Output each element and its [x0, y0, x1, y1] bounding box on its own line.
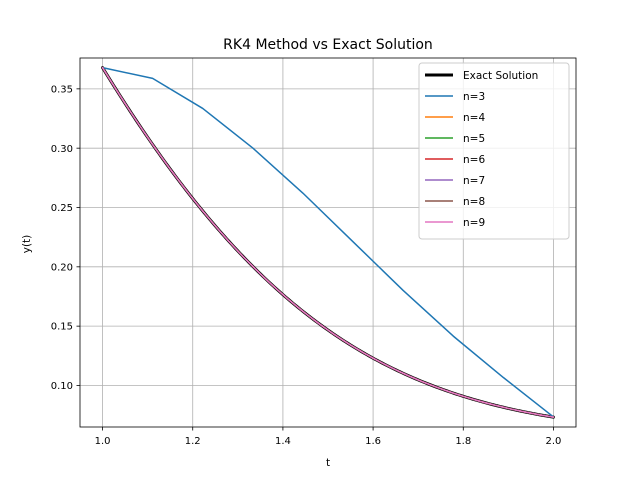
y-tick-label: 0.20 — [51, 262, 73, 273]
x-tick-label: 1.6 — [365, 436, 381, 447]
series-lines — [101, 66, 555, 419]
y-tick-label: 0.30 — [51, 144, 73, 155]
y-tick-label: 0.15 — [51, 322, 73, 333]
legend-label: n=3 — [463, 91, 485, 103]
y-tick-label: 0.10 — [51, 381, 73, 392]
series-line-n-3 — [101, 66, 555, 418]
legend-label: n=4 — [463, 112, 485, 124]
chart-title: RK4 Method vs Exact Solution — [223, 37, 433, 53]
y-tick-label: 0.25 — [51, 203, 73, 214]
axis-ticks: 1.0 1.2 1.4 1.6 1.8 2.0 0.10 0.15 0.20 0.25 0.30 0.… — [51, 84, 562, 447]
plot-frame — [79, 57, 577, 428]
legend-label: n=7 — [463, 175, 485, 187]
legend-label: Exact Solution — [463, 70, 538, 82]
x-tick-label: 1.8 — [455, 436, 471, 447]
legend-label: n=9 — [463, 217, 485, 229]
x-tick-label: 2.0 — [546, 436, 562, 447]
x-tick-label: 1.4 — [275, 436, 291, 447]
legend-label: n=5 — [463, 133, 485, 145]
y-axis-label: y(t) — [21, 235, 33, 254]
x-axis-label: t — [326, 457, 330, 469]
series-line-n-9 — [101, 66, 555, 418]
x-tick-label: 1.0 — [95, 436, 111, 447]
legend: Exact Solution n=3 n=4 n=5 n=6 n=7 n=8 n=9 — [418, 62, 570, 240]
y-tick-label: 0.35 — [51, 84, 73, 95]
legend-label: n=8 — [463, 196, 485, 208]
legend-label: n=6 — [463, 154, 485, 166]
x-tick-label: 1.2 — [185, 436, 201, 447]
legend-box — [418, 62, 570, 240]
